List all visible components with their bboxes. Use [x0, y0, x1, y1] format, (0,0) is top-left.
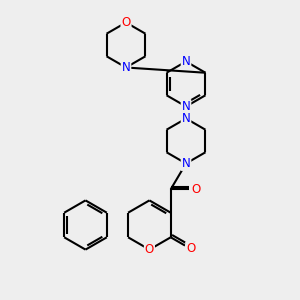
- Text: N: N: [182, 157, 190, 170]
- Text: N: N: [182, 112, 190, 125]
- Text: O: O: [191, 183, 200, 196]
- Text: N: N: [122, 61, 130, 74]
- Text: O: O: [145, 243, 154, 256]
- Text: O: O: [186, 242, 195, 255]
- Text: N: N: [182, 55, 190, 68]
- Text: O: O: [122, 16, 130, 29]
- Text: N: N: [182, 100, 190, 113]
